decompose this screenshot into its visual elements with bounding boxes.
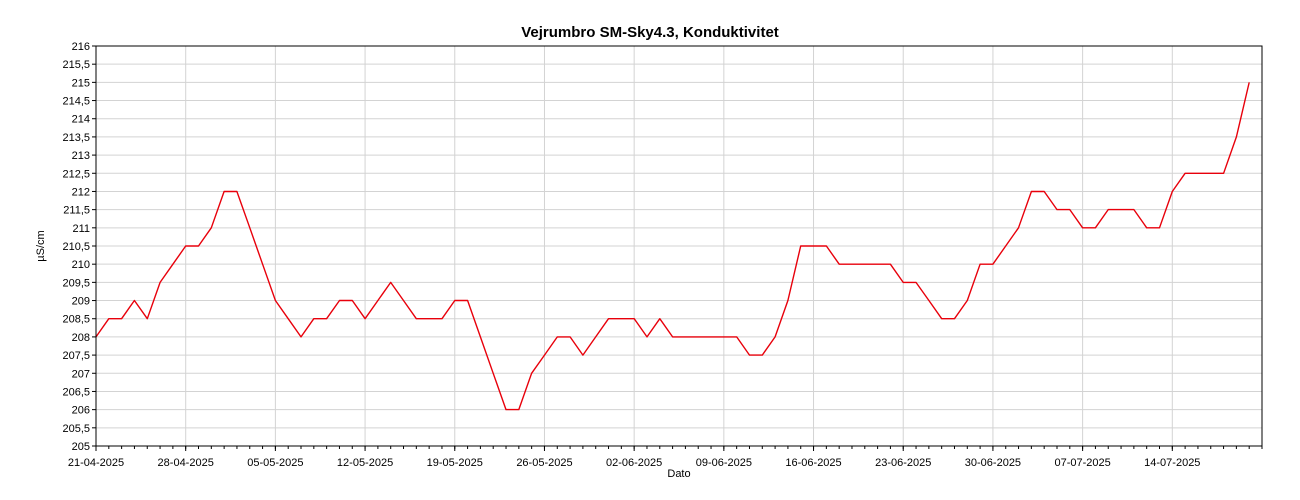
y-tick-label: 210 — [72, 259, 90, 271]
x-tick-label: 16-06-2025 — [785, 457, 841, 469]
y-tick-label: 214 — [72, 114, 90, 126]
y-tick-label: 211 — [72, 223, 90, 235]
x-tick-label: 21-04-2025 — [68, 457, 124, 469]
x-tick-label: 19-05-2025 — [427, 457, 483, 469]
y-tick-label: 206 — [72, 405, 90, 417]
x-tick-label: 23-06-2025 — [875, 457, 931, 469]
y-axis-label: µS/cm — [35, 230, 47, 261]
y-tick-label: 210,5 — [62, 241, 90, 253]
series-layer — [95, 82, 1250, 411]
y-tick-label: 205 — [72, 441, 90, 453]
y-tick-label: 207 — [72, 368, 90, 380]
chart-title: Vejrumbro SM-Sky4.3, Konduktivitet — [521, 24, 779, 41]
x-tick-label: 14-07-2025 — [1144, 457, 1200, 469]
x-tick-label: 12-05-2025 — [337, 457, 393, 469]
y-tick-label: 213 — [72, 150, 90, 162]
grid — [95, 45, 1262, 447]
y-tick-label: 212,5 — [62, 168, 90, 180]
y-tick-label: 211,5 — [63, 205, 90, 217]
y-tick-label: 215 — [72, 77, 90, 89]
x-tick-label: 09-06-2025 — [696, 457, 752, 469]
y-tick-label: 205,5 — [62, 423, 90, 435]
y-tick-label: 207,5 — [62, 350, 90, 362]
x-tick-label: 05-05-2025 — [247, 457, 303, 469]
y-tick-label: 215,5 — [62, 59, 90, 71]
plot-frame — [95, 45, 1263, 447]
y-tick-label: 209,5 — [62, 277, 90, 289]
y-tick-label: 216 — [72, 41, 90, 53]
y-tick-label: 208 — [72, 332, 90, 344]
x-tick-label: 30-06-2025 — [965, 457, 1021, 469]
y-tick-label: 209 — [72, 296, 90, 308]
x-axis-label: Dato — [667, 468, 690, 480]
x-tick-label: 28-04-2025 — [158, 457, 214, 469]
y-tick-label: 213,5 — [62, 132, 90, 144]
y-axis-ticks: 205 205,5 206 206,5 207 207,5 208 208,5 209 209,5… — [62, 41, 96, 453]
y-tick-label: 206,5 — [62, 386, 90, 398]
y-tick-label: 214,5 — [62, 96, 90, 108]
x-tick-label: 07-07-2025 — [1054, 457, 1110, 469]
x-tick-label: 26-05-2025 — [516, 457, 572, 469]
y-tick-label: 208,5 — [62, 314, 90, 326]
y-tick-label: 212 — [72, 186, 90, 198]
x-tick-label: 02-06-2025 — [606, 457, 662, 469]
series-line — [95, 82, 1250, 411]
x-axis-ticks: 21-04-2025 28-04-2025 05-05-2025 12-05-2025… — [68, 446, 1263, 469]
